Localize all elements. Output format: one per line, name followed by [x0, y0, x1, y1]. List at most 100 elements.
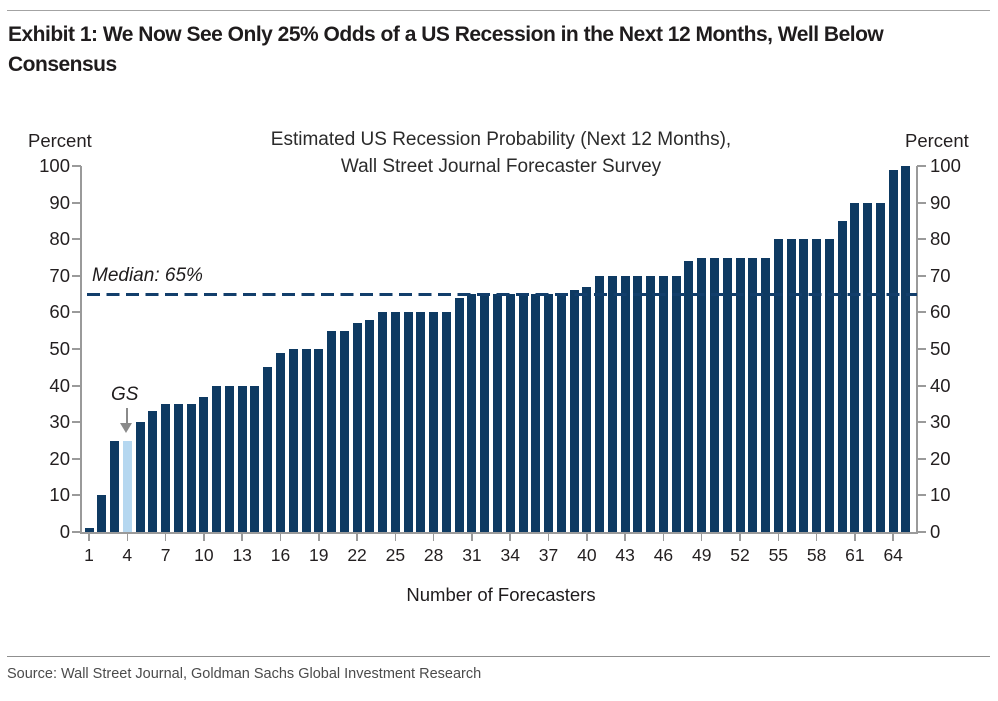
bar	[314, 349, 324, 532]
bar	[569, 290, 579, 532]
exhibit-title-line2: Consensus	[8, 53, 117, 76]
x-tick-label: 40	[577, 545, 597, 565]
x-tick	[700, 534, 703, 541]
bar	[518, 294, 528, 532]
y-tick-label-left: 70	[49, 264, 70, 286]
bar	[365, 319, 375, 532]
y-tick-label-right: 80	[930, 228, 951, 250]
y-tick-right	[917, 531, 926, 533]
x-tick-label: 22	[347, 545, 367, 565]
bar	[850, 202, 860, 532]
bar	[186, 403, 196, 532]
bar	[480, 294, 490, 532]
y-tick-right	[917, 201, 926, 204]
y-tick-left	[72, 384, 81, 387]
x-tick	[892, 534, 894, 541]
gs-arrow-icon	[125, 408, 128, 423]
x-tick-label: 34	[500, 545, 520, 565]
y-axis-line-right	[916, 166, 918, 534]
bar	[429, 312, 439, 532]
x-tick	[88, 534, 90, 541]
bar	[199, 396, 209, 532]
bar	[288, 349, 298, 532]
x-tick	[739, 534, 741, 541]
bar	[888, 169, 898, 532]
y-tick-right	[917, 384, 926, 387]
bar	[161, 403, 171, 532]
bar	[582, 286, 592, 532]
x-tick-label: 43	[615, 545, 635, 565]
y-tick-label-right: 40	[930, 374, 951, 396]
plot-area	[81, 166, 917, 532]
gs-arrowhead-icon	[120, 423, 132, 433]
bar	[173, 403, 183, 532]
y-tick-label-left: 100	[39, 155, 70, 176]
y-tick-right	[917, 348, 926, 350]
x-tick-label: 64	[883, 545, 903, 565]
bar	[492, 294, 502, 532]
bar	[110, 440, 120, 532]
bar	[595, 275, 605, 532]
x-tick-label: 28	[423, 545, 444, 565]
x-tick	[586, 534, 588, 541]
bar	[799, 239, 809, 532]
bar	[748, 257, 758, 532]
y-tick-label-right: 0	[930, 521, 941, 542]
x-tick	[241, 534, 243, 541]
bar	[301, 349, 311, 532]
y-tick-label-left: 50	[49, 338, 70, 359]
bar	[875, 202, 885, 532]
x-tick-label: 52	[730, 545, 750, 565]
bar	[212, 385, 222, 532]
x-tick	[547, 534, 550, 541]
bar	[824, 239, 834, 532]
chart-title: Estimated US Recession Probability (Next…	[161, 126, 841, 180]
y-tick-right	[917, 311, 926, 314]
x-tick-label: 16	[270, 545, 291, 565]
x-tick-label: 58	[806, 545, 827, 565]
y-tick-left	[72, 201, 81, 204]
bar	[607, 275, 617, 532]
y-tick-label-left: 40	[49, 374, 70, 396]
y-tick-left	[72, 457, 81, 460]
x-tick	[164, 534, 167, 541]
y-tick-label-right: 60	[930, 301, 951, 323]
x-tick	[203, 534, 205, 541]
bar	[275, 352, 285, 532]
bar	[403, 312, 413, 532]
x-tick-label: 31	[462, 545, 482, 565]
y-tick-right	[917, 165, 926, 167]
x-tick-label: 55	[768, 545, 789, 565]
y-tick-label-left: 80	[49, 228, 70, 250]
y-tick-label-left: 90	[49, 191, 70, 213]
x-tick	[126, 534, 129, 541]
bar	[148, 411, 158, 532]
x-tick-label: 4	[122, 545, 133, 565]
top-divider	[7, 10, 990, 11]
left-axis-unit-label: Percent	[28, 130, 92, 151]
x-tick	[318, 534, 320, 541]
x-tick-label: 46	[653, 545, 674, 565]
bar	[531, 294, 541, 532]
y-tick-left	[72, 311, 81, 314]
y-tick-label-left: 60	[49, 301, 70, 323]
bar	[773, 239, 783, 532]
bar	[224, 385, 234, 532]
bar	[709, 257, 719, 532]
bar	[454, 297, 464, 532]
x-tick	[356, 534, 358, 541]
bar	[263, 367, 273, 532]
bar	[722, 257, 732, 532]
bar	[390, 312, 400, 532]
chart-title-line2: Wall Street Journal Forecaster Survey	[340, 156, 662, 177]
y-tick-left	[72, 238, 81, 241]
bar	[901, 166, 911, 532]
y-tick-label-right: 100	[930, 155, 961, 176]
bar	[697, 257, 707, 532]
bar	[658, 275, 668, 532]
y-tick-label-right: 30	[930, 411, 951, 433]
bar	[84, 528, 94, 532]
exhibit-title-line1: Exhibit 1: We Now See Only 25% Odds of a…	[8, 23, 884, 46]
bar	[505, 294, 515, 532]
x-tick	[624, 534, 626, 541]
